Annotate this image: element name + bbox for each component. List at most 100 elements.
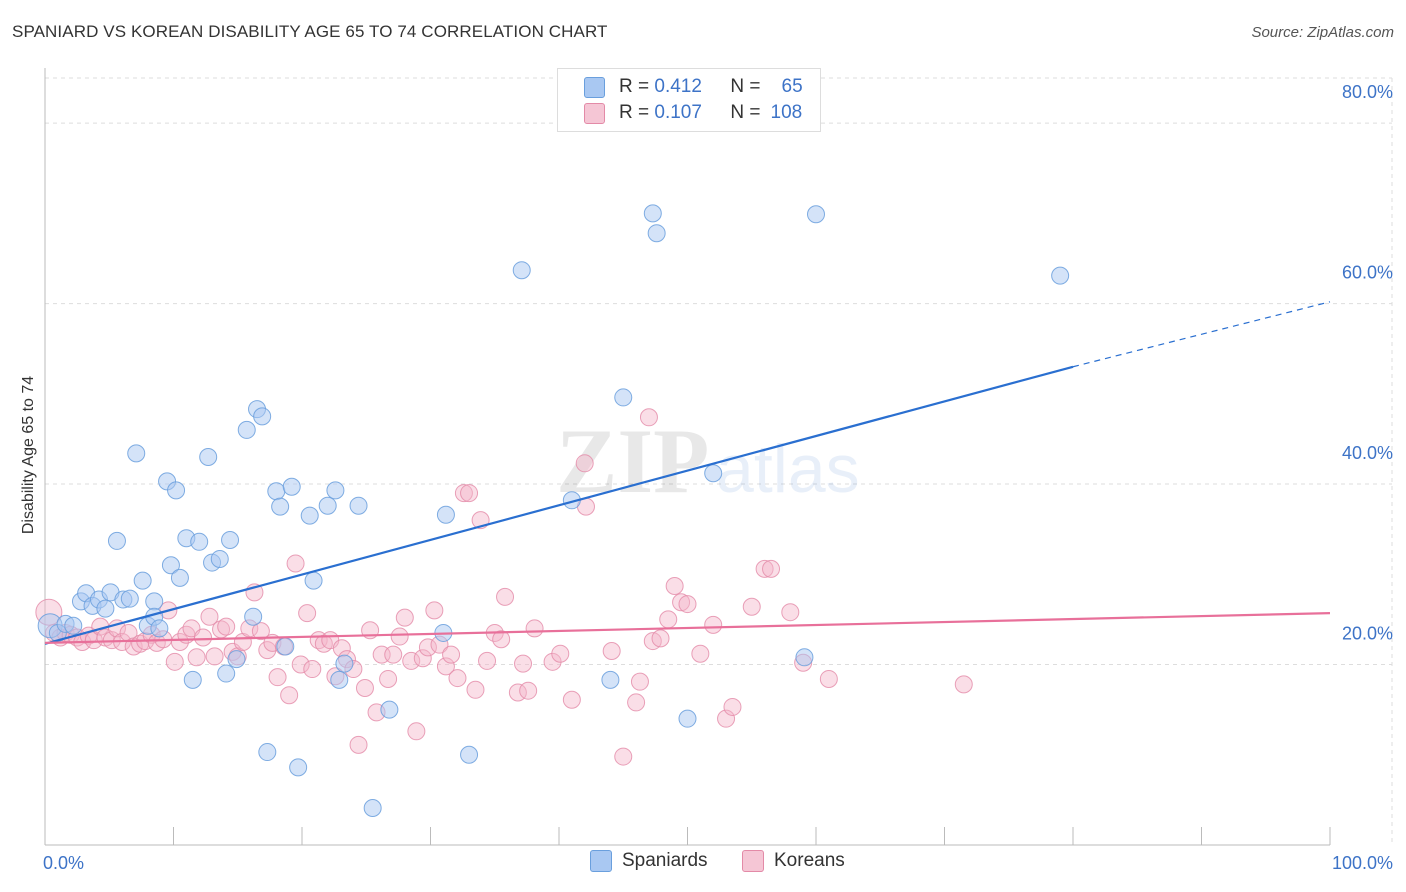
korean-point xyxy=(200,607,219,626)
korean-point xyxy=(691,644,710,663)
korean-point xyxy=(562,690,581,709)
korean-point xyxy=(678,595,697,614)
spaniard-point xyxy=(282,477,301,496)
korean-point xyxy=(704,615,723,634)
korean-point xyxy=(187,648,206,667)
korean-point xyxy=(413,649,432,668)
korean-point xyxy=(418,638,437,657)
spaniard-point xyxy=(289,758,308,777)
spaniard-point xyxy=(326,481,345,500)
spaniard-point xyxy=(64,616,83,635)
spaniard-point xyxy=(120,589,139,608)
spaniard-point xyxy=(1051,266,1070,285)
korean-point xyxy=(519,681,538,700)
spaniard-point xyxy=(276,637,295,656)
korean-point xyxy=(659,610,678,629)
legend-item-koreans: Koreans xyxy=(742,850,845,872)
spaniard-point xyxy=(304,571,323,590)
korean-point xyxy=(627,693,646,712)
koreans-swatch xyxy=(584,102,605,124)
spaniards-legend-swatch xyxy=(590,850,612,872)
korean-point xyxy=(672,593,691,612)
n-value: 108 xyxy=(770,102,803,123)
koreans-trend-line xyxy=(44,611,1331,644)
korean-point xyxy=(460,484,479,503)
korean-points xyxy=(35,408,973,766)
stats-row-koreans: R = 0.107 N = 108 xyxy=(584,101,802,125)
korean-point xyxy=(251,622,270,641)
spaniard-point xyxy=(221,531,240,550)
korean-point xyxy=(478,651,497,670)
spaniard-point xyxy=(258,743,277,762)
spaniard-point xyxy=(253,407,272,426)
y-tick-label: 20.0% xyxy=(1342,624,1393,644)
korean-point xyxy=(407,722,426,741)
spaniard-point xyxy=(107,531,126,550)
spaniards-swatch xyxy=(584,76,605,98)
korean-point xyxy=(349,735,368,754)
korean-point xyxy=(755,559,774,578)
watermark-zip: ZIP xyxy=(556,410,709,512)
spaniard-point xyxy=(96,599,115,618)
r-label: R = xyxy=(619,76,650,97)
legend-label-koreans: Koreans xyxy=(774,850,845,871)
koreans-legend-swatch xyxy=(742,850,764,872)
legend-item-spaniards: Spaniards xyxy=(590,850,708,872)
spaniard-point xyxy=(170,568,189,587)
korean-point xyxy=(723,697,742,716)
korean-point xyxy=(630,672,649,691)
spaniard-point xyxy=(244,607,263,626)
korean-point xyxy=(390,627,409,646)
spaniard-point xyxy=(614,388,633,407)
korean-point xyxy=(436,657,455,676)
spaniard-point xyxy=(436,505,455,524)
r-value: 0.107 xyxy=(654,102,702,123)
chart-title: SPANIARD VS KOREAN DISABILITY AGE 65 TO … xyxy=(12,22,608,41)
spaniard-point xyxy=(210,549,229,568)
korean-point xyxy=(514,654,533,673)
korean-point xyxy=(379,669,398,688)
korean-point xyxy=(651,629,670,648)
korean-point xyxy=(575,454,594,473)
source-credit: Source: ZipAtlas.com xyxy=(1251,24,1394,41)
korean-point xyxy=(466,680,485,699)
korean-point xyxy=(551,644,570,663)
korean-point xyxy=(425,601,444,620)
y-axis-label: Disability Age 65 to 74 xyxy=(20,376,37,534)
spaniard-point xyxy=(363,799,382,818)
x-tick-label-max: 100.0% xyxy=(1332,853,1393,873)
spaniard-point xyxy=(460,745,479,764)
korean-point xyxy=(303,660,322,679)
spaniard-point xyxy=(330,670,349,689)
spaniard-point xyxy=(237,420,256,439)
korean-point xyxy=(454,484,473,503)
spaniard-point xyxy=(167,481,186,500)
watermark-atlas: atlas xyxy=(716,431,860,507)
korean-point xyxy=(819,669,838,688)
n-label: N = xyxy=(730,76,761,97)
spaniard-point xyxy=(795,648,814,667)
spaniard-points xyxy=(37,204,1070,818)
korean-point xyxy=(442,645,461,664)
spaniard-point xyxy=(133,571,152,590)
spaniard-point xyxy=(271,497,290,516)
korean-point xyxy=(781,603,800,622)
spaniards-trend-line xyxy=(44,365,1074,645)
watermark: ZIP atlas xyxy=(556,410,860,512)
korean-point xyxy=(742,597,761,616)
korean-point xyxy=(448,669,467,688)
korean-point xyxy=(170,632,189,651)
spaniard-point xyxy=(127,444,146,463)
r-value: 0.412 xyxy=(654,76,702,97)
korean-point xyxy=(165,652,184,671)
korean-point xyxy=(217,617,236,636)
korean-point xyxy=(525,619,544,638)
korean-point xyxy=(492,630,511,649)
spaniard-point xyxy=(183,670,202,689)
korean-point xyxy=(280,686,299,705)
spaniard-point xyxy=(678,709,697,728)
y-tick-label: 80.0% xyxy=(1342,82,1393,102)
r-label: R = xyxy=(619,102,650,123)
spaniard-point xyxy=(145,592,164,611)
x-tick-label-min: 0.0% xyxy=(43,853,84,873)
